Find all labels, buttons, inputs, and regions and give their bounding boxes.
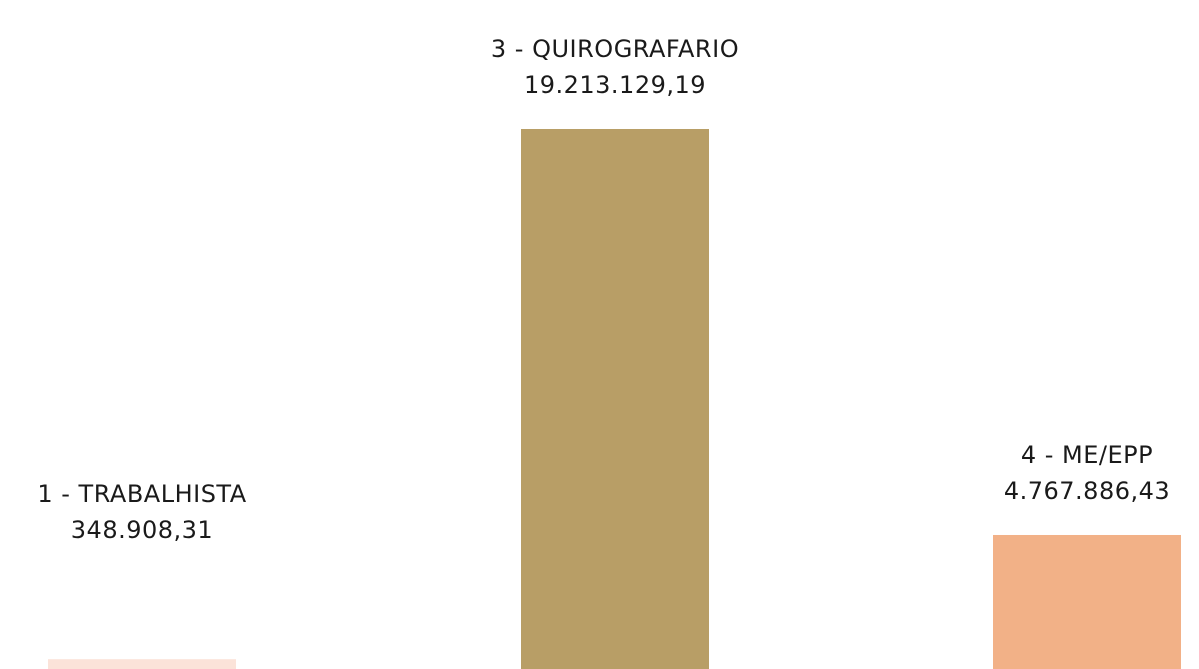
category-label-3: 4 - ME/EPP	[1021, 441, 1153, 469]
bar-1	[48, 659, 236, 669]
labels-group: 1 - TRABALHISTA 348.908,31 3 - QUIROGRAFAR…	[37, 35, 1170, 544]
value-label-2: 19.213.129,19	[524, 71, 706, 99]
bar-2	[521, 129, 709, 669]
value-label-3: 4.767.886,43	[1004, 477, 1170, 505]
value-label-1: 348.908,31	[71, 516, 213, 544]
bar-3	[993, 534, 1181, 669]
category-label-2: 3 - QUIROGRAFARIO	[491, 35, 739, 63]
bars-group	[48, 129, 1181, 669]
category-label-1: 1 - TRABALHISTA	[37, 480, 246, 508]
